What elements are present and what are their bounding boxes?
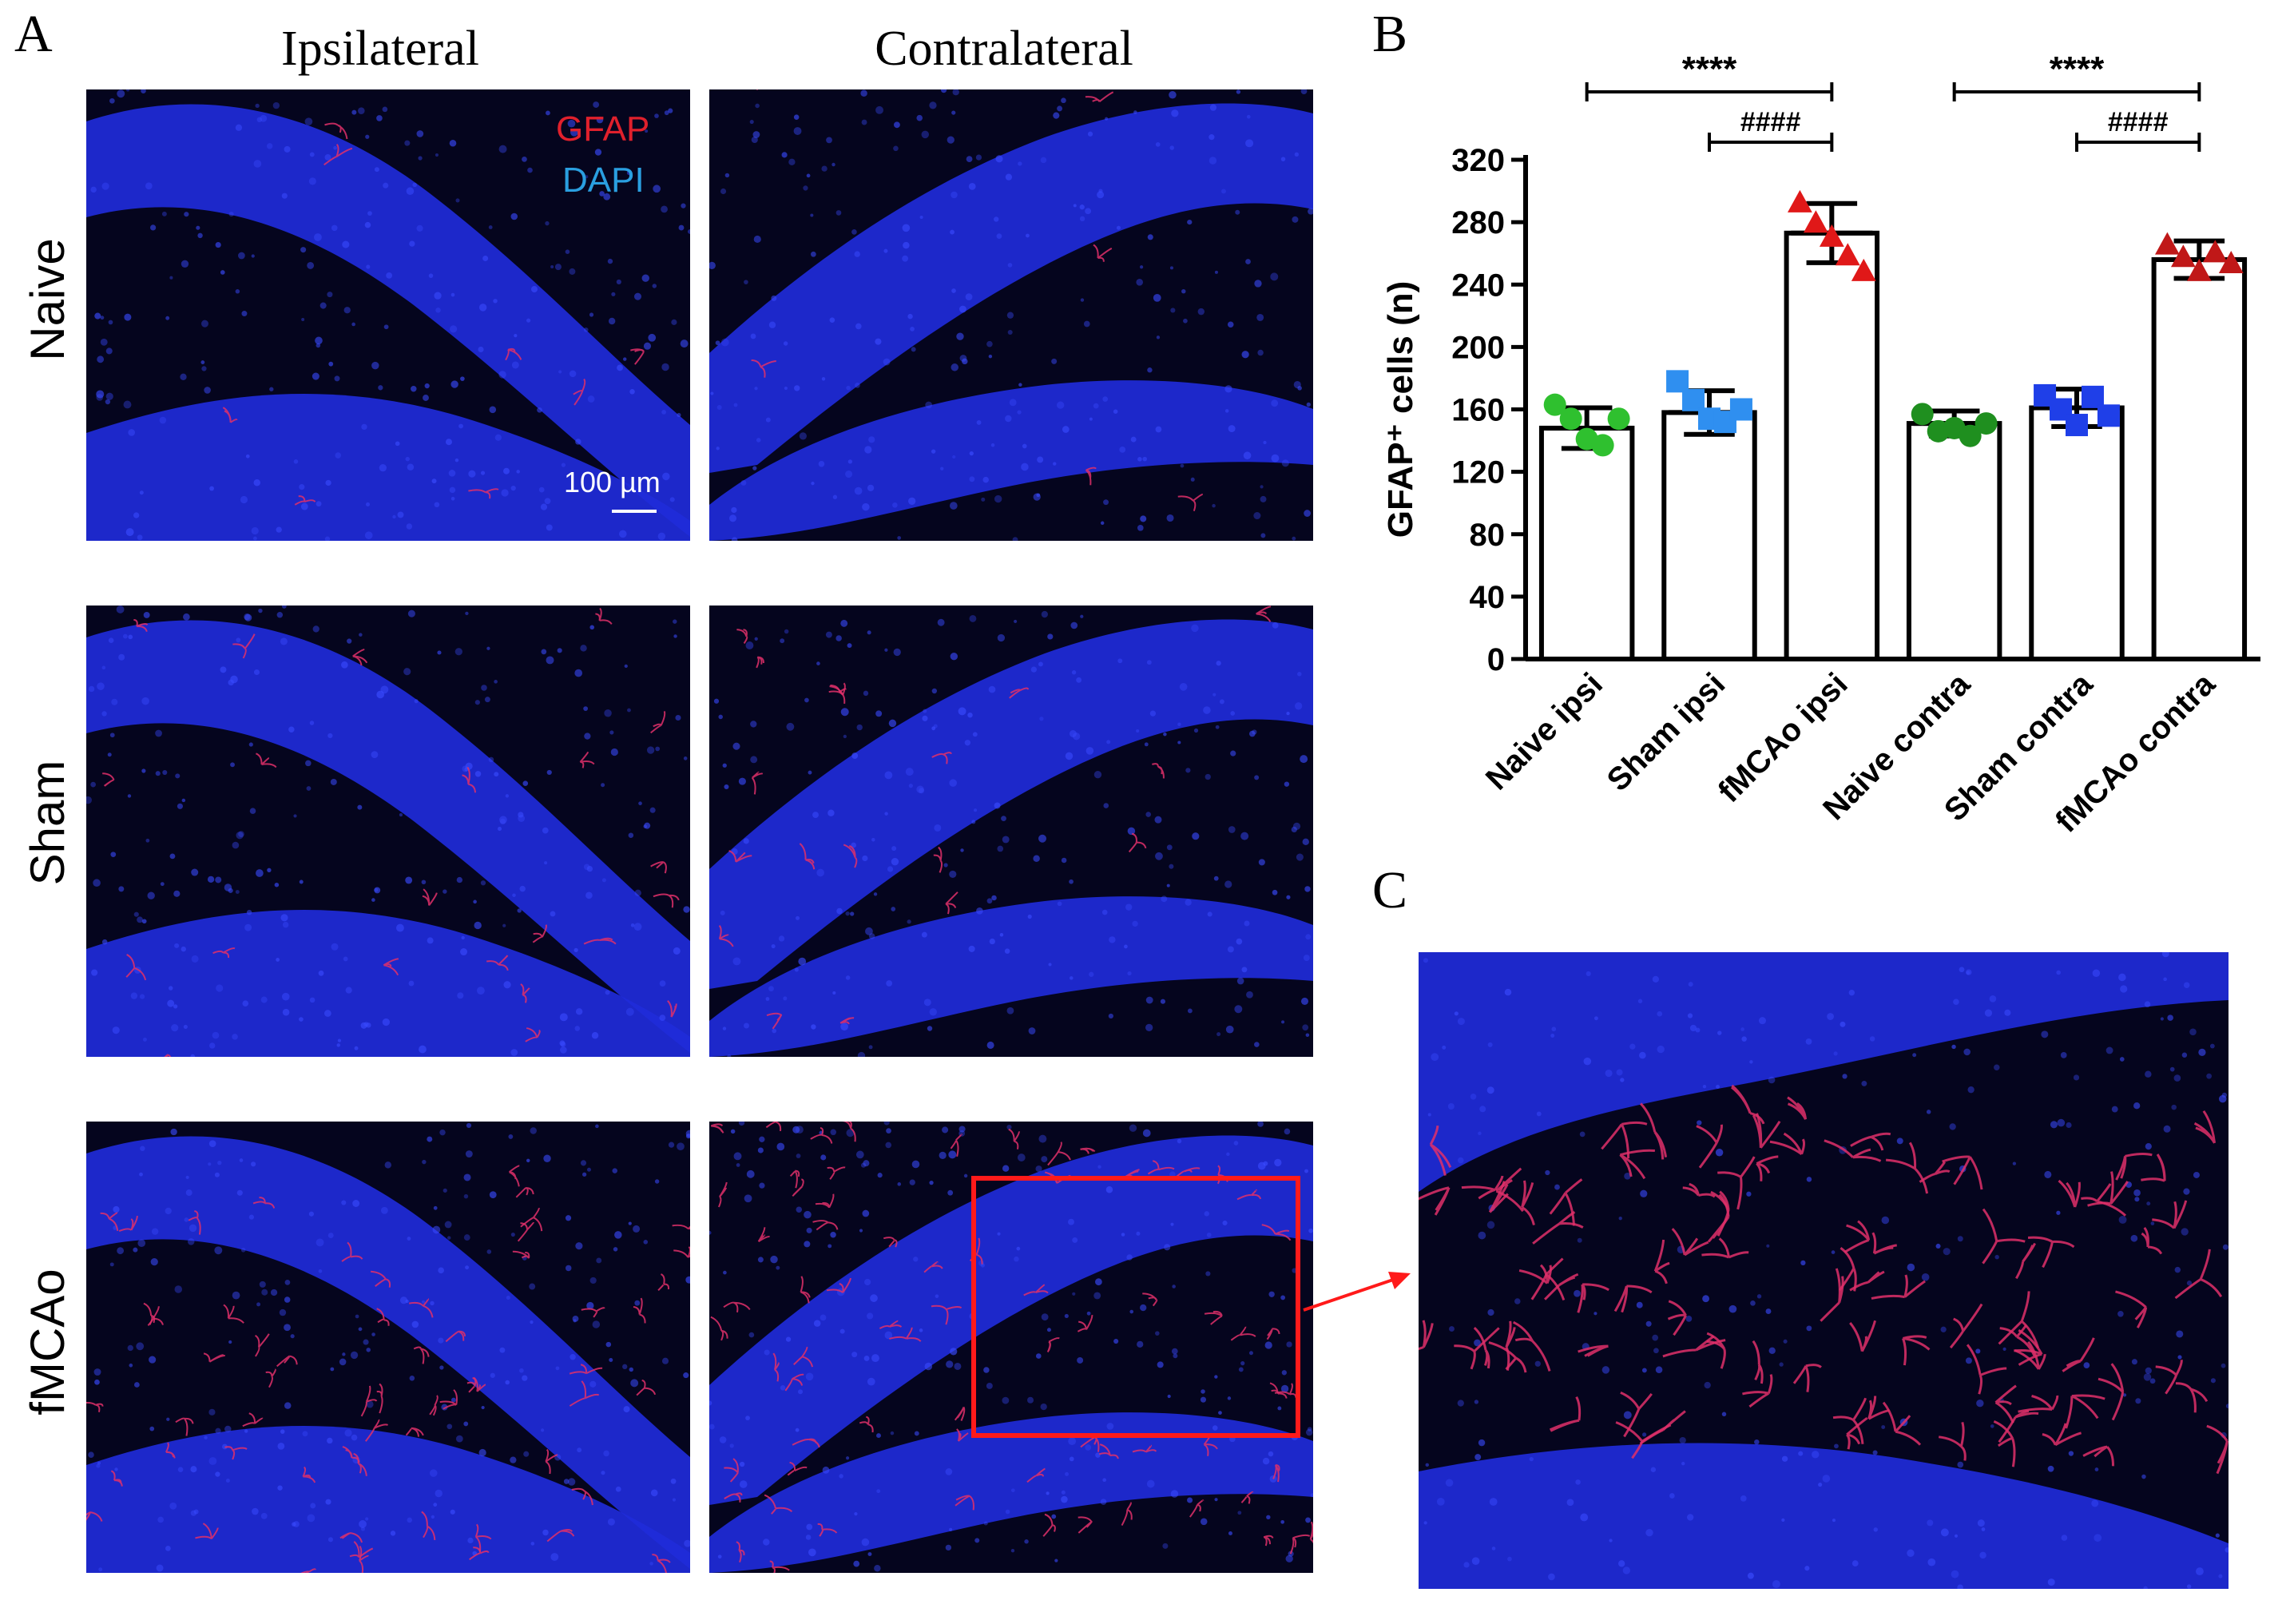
data-point <box>2097 404 2120 427</box>
micrograph-naive-contralateral <box>709 89 1313 541</box>
legend-gfap: GFAP <box>556 109 650 149</box>
row-heading-sham: Sham <box>21 760 74 886</box>
data-point <box>1803 210 1828 233</box>
data-point <box>1591 434 1614 457</box>
row-heading-fmcao: fMCAo <box>21 1269 74 1416</box>
significance-label: **** <box>2050 50 2105 89</box>
micrograph-sham-contralateral <box>709 606 1313 1057</box>
highlight-box <box>971 1176 1300 1438</box>
data-point <box>2186 258 2212 281</box>
row-heading-naive: Naive <box>21 238 74 361</box>
data-point <box>1682 388 1705 411</box>
data-point <box>1975 412 1998 435</box>
x-tick-label: Naive ipsi <box>1479 666 1609 796</box>
data-point <box>1559 407 1582 431</box>
y-tick-label: 40 <box>1470 580 1506 615</box>
micrograph-fmcao-ipsilateral <box>86 1122 690 1573</box>
micrograph-naive-ipsilateral <box>86 89 690 541</box>
data-point <box>1543 393 1566 416</box>
panel-b-label: B <box>1372 5 1408 63</box>
data-point <box>2066 414 2088 437</box>
y-tick-label: 80 <box>1470 518 1506 553</box>
column-heading-contralateral: Contralateral <box>875 22 1133 76</box>
y-tick-label: 240 <box>1451 268 1505 303</box>
data-point <box>2218 251 2244 274</box>
legend-dapi: DAPI <box>562 161 645 200</box>
data-point <box>1787 189 1812 212</box>
data-point <box>1607 407 1630 431</box>
bar <box>1661 410 1757 661</box>
data-point <box>2170 244 2196 268</box>
data-point <box>1835 243 1860 266</box>
bar <box>1784 230 1880 661</box>
data-point <box>1729 398 1752 421</box>
data-point <box>1959 424 1982 447</box>
bar <box>1906 421 2002 661</box>
y-tick-label: 200 <box>1451 330 1505 365</box>
data-point <box>2154 232 2180 255</box>
scale-bar <box>612 510 657 513</box>
significance-label: #### <box>2108 107 2169 137</box>
bar-chart: 0 40 80 120 160 200 240 280 320 GFAP⁺ cells (n) Na… <box>1381 50 2260 840</box>
bar <box>1538 425 1635 661</box>
y-tick-label: 160 <box>1451 393 1505 428</box>
scale-bar-label: 100 µm <box>564 466 661 498</box>
y-tick-label: 280 <box>1451 205 1505 240</box>
data-point <box>2081 385 2104 408</box>
data-point <box>1851 258 1876 281</box>
data-point <box>2202 240 2228 263</box>
y-tick-label: 0 <box>1487 642 1505 677</box>
significance-label: #### <box>1740 107 1801 137</box>
x-tick-label: Sham ipsi <box>1601 666 1732 798</box>
micrograph-sham-ipsilateral <box>86 606 690 1057</box>
y-tick-label: 120 <box>1451 455 1505 490</box>
panel-c-label: C <box>1372 861 1408 919</box>
y-tick-label: 320 <box>1451 143 1505 178</box>
data-point <box>1819 224 1844 247</box>
panel-a-label: A <box>14 5 53 63</box>
column-heading-ipsilateral: Ipsilateral <box>281 22 479 76</box>
zoom-arrow <box>1303 1272 1411 1312</box>
data-point <box>1666 370 1689 393</box>
significance-label: **** <box>1682 50 1737 89</box>
bar <box>2151 257 2248 661</box>
y-axis-label: GFAP⁺ cells (n) <box>1381 281 1420 538</box>
data-point <box>1911 403 1934 426</box>
micrograph-fmcao-contralateral <box>709 1122 1313 1573</box>
bar <box>2029 405 2125 661</box>
micrograph-zoom <box>1419 952 2229 1589</box>
